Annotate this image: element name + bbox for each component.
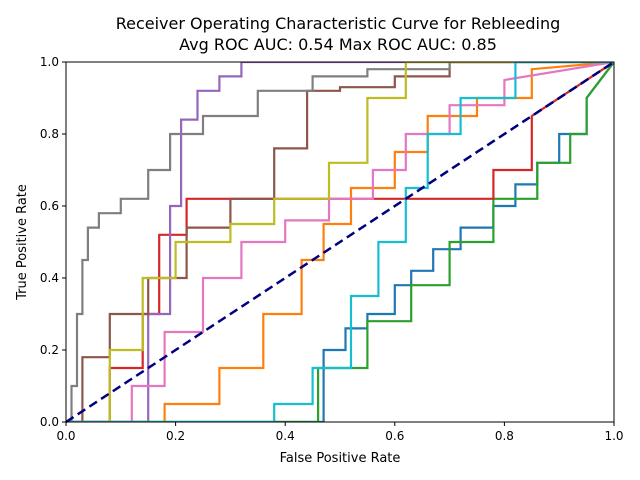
y-tick-label: 0.4 [40,271,59,285]
y-axis: 0.0 0.2 0.4 0.6 0.8 1.0 [40,55,66,429]
roc-series-line-8 [66,62,614,422]
y-tick-label: 0.0 [40,415,59,429]
roc-series-line-4 [66,62,614,422]
roc-series-line-2 [66,62,614,422]
x-tick-label: 0.4 [276,429,295,443]
y-tick-label: 0.2 [40,343,59,357]
y-tick-label: 0.6 [40,199,59,213]
plot-frame [65,61,615,423]
y-tick-label: 0.8 [40,127,59,141]
y-tick-label: 1.0 [40,55,59,69]
x-tick-label: 1.0 [604,429,623,443]
y-axis-label: True Positive Rate [15,184,30,301]
roc-series-line-9 [66,62,614,422]
roc-series-line-7 [66,62,614,422]
chart-subtitle: Avg ROC AUC: 0.54 Max ROC AUC: 0.85 [179,35,497,54]
roc-series-line-3 [66,62,614,422]
x-tick-label: 0.2 [166,429,185,443]
x-tick-label: 0.0 [56,429,75,443]
chart-title: Receiver Operating Characteristic Curve … [116,14,561,33]
x-tick-label: 0.8 [495,429,514,443]
reference-diagonal-line [65,60,615,424]
series-layer [66,62,614,422]
x-tick-label: 0.6 [385,429,404,443]
x-axis: 0.0 0.2 0.4 0.6 0.8 1.0 [56,422,624,443]
roc-series-line-10 [66,62,614,422]
x-axis-label: False Positive Rate [280,451,401,466]
roc-series-line-5 [66,62,614,422]
